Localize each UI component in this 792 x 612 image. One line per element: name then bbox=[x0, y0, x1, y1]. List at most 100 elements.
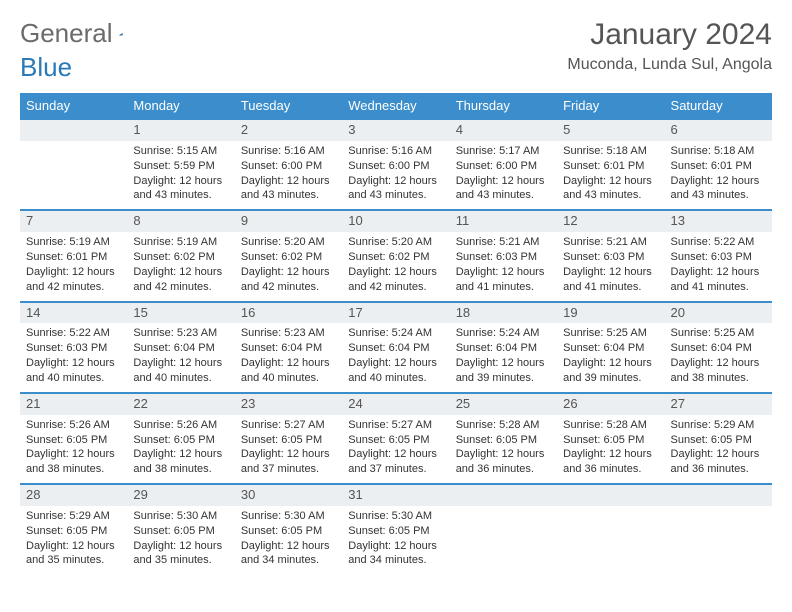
day-number bbox=[20, 120, 127, 141]
sunrise-text: Sunrise: 5:29 AM bbox=[671, 418, 766, 433]
sunrise-text: Sunrise: 5:18 AM bbox=[671, 144, 766, 159]
sunset-text: Sunset: 6:03 PM bbox=[26, 341, 121, 356]
sunrise-text: Sunrise: 5:26 AM bbox=[133, 418, 228, 433]
day-number: 23 bbox=[235, 394, 342, 415]
sunset-text: Sunset: 6:04 PM bbox=[348, 341, 443, 356]
sunset-text: Sunset: 6:00 PM bbox=[241, 159, 336, 174]
day-body: Sunrise: 5:27 AMSunset: 6:05 PMDaylight:… bbox=[342, 415, 449, 483]
calendar-day-cell: 10Sunrise: 5:20 AMSunset: 6:02 PMDayligh… bbox=[342, 210, 449, 301]
sunrise-text: Sunrise: 5:16 AM bbox=[241, 144, 336, 159]
daylight-text: Daylight: 12 hours and 36 minutes. bbox=[456, 447, 551, 477]
sunrise-text: Sunrise: 5:30 AM bbox=[133, 509, 228, 524]
sunrise-text: Sunrise: 5:19 AM bbox=[133, 235, 228, 250]
sunrise-text: Sunrise: 5:22 AM bbox=[671, 235, 766, 250]
sunset-text: Sunset: 6:05 PM bbox=[241, 433, 336, 448]
weekday-header: Friday bbox=[557, 93, 664, 119]
daylight-text: Daylight: 12 hours and 40 minutes. bbox=[241, 356, 336, 386]
sunset-text: Sunset: 6:05 PM bbox=[133, 524, 228, 539]
weekday-header: Thursday bbox=[450, 93, 557, 119]
day-number bbox=[665, 485, 772, 506]
sunrise-text: Sunrise: 5:24 AM bbox=[456, 326, 551, 341]
daylight-text: Daylight: 12 hours and 38 minutes. bbox=[671, 356, 766, 386]
calendar-day-cell: 28Sunrise: 5:29 AMSunset: 6:05 PMDayligh… bbox=[20, 484, 127, 574]
day-number: 27 bbox=[665, 394, 772, 415]
calendar-day-cell: 18Sunrise: 5:24 AMSunset: 6:04 PMDayligh… bbox=[450, 302, 557, 393]
sunrise-text: Sunrise: 5:30 AM bbox=[241, 509, 336, 524]
day-body: Sunrise: 5:22 AMSunset: 6:03 PMDaylight:… bbox=[665, 232, 772, 300]
daylight-text: Daylight: 12 hours and 41 minutes. bbox=[671, 265, 766, 295]
day-body: Sunrise: 5:23 AMSunset: 6:04 PMDaylight:… bbox=[235, 323, 342, 391]
sunrise-text: Sunrise: 5:23 AM bbox=[241, 326, 336, 341]
day-number: 6 bbox=[665, 120, 772, 141]
day-number: 3 bbox=[342, 120, 449, 141]
sunrise-text: Sunrise: 5:28 AM bbox=[563, 418, 658, 433]
daylight-text: Daylight: 12 hours and 37 minutes. bbox=[348, 447, 443, 477]
daylight-text: Daylight: 12 hours and 42 minutes. bbox=[133, 265, 228, 295]
day-body: Sunrise: 5:22 AMSunset: 6:03 PMDaylight:… bbox=[20, 323, 127, 391]
sunrise-text: Sunrise: 5:21 AM bbox=[563, 235, 658, 250]
calendar-table: Sunday Monday Tuesday Wednesday Thursday… bbox=[20, 93, 772, 574]
calendar-day-cell: 14Sunrise: 5:22 AMSunset: 6:03 PMDayligh… bbox=[20, 302, 127, 393]
day-body: Sunrise: 5:17 AMSunset: 6:00 PMDaylight:… bbox=[450, 141, 557, 209]
sunset-text: Sunset: 5:59 PM bbox=[133, 159, 228, 174]
sunset-text: Sunset: 6:02 PM bbox=[348, 250, 443, 265]
day-body: Sunrise: 5:21 AMSunset: 6:03 PMDaylight:… bbox=[450, 232, 557, 300]
logo-word-general: General bbox=[20, 18, 113, 49]
calendar-day-cell: 11Sunrise: 5:21 AMSunset: 6:03 PMDayligh… bbox=[450, 210, 557, 301]
day-body: Sunrise: 5:30 AMSunset: 6:05 PMDaylight:… bbox=[235, 506, 342, 574]
daylight-text: Daylight: 12 hours and 43 minutes. bbox=[563, 174, 658, 204]
day-body: Sunrise: 5:16 AMSunset: 6:00 PMDaylight:… bbox=[235, 141, 342, 209]
sunset-text: Sunset: 6:05 PM bbox=[456, 433, 551, 448]
calendar-day-cell: 17Sunrise: 5:24 AMSunset: 6:04 PMDayligh… bbox=[342, 302, 449, 393]
calendar-week-row: 14Sunrise: 5:22 AMSunset: 6:03 PMDayligh… bbox=[20, 302, 772, 393]
calendar-day-cell: 26Sunrise: 5:28 AMSunset: 6:05 PMDayligh… bbox=[557, 393, 664, 484]
sunrise-text: Sunrise: 5:22 AM bbox=[26, 326, 121, 341]
daylight-text: Daylight: 12 hours and 40 minutes. bbox=[348, 356, 443, 386]
calendar-day-cell: 13Sunrise: 5:22 AMSunset: 6:03 PMDayligh… bbox=[665, 210, 772, 301]
day-number: 29 bbox=[127, 485, 234, 506]
sunset-text: Sunset: 6:04 PM bbox=[671, 341, 766, 356]
daylight-text: Daylight: 12 hours and 35 minutes. bbox=[133, 539, 228, 569]
day-body: Sunrise: 5:29 AMSunset: 6:05 PMDaylight:… bbox=[20, 506, 127, 574]
daylight-text: Daylight: 12 hours and 38 minutes. bbox=[133, 447, 228, 477]
sunset-text: Sunset: 6:00 PM bbox=[456, 159, 551, 174]
calendar-day-cell: 15Sunrise: 5:23 AMSunset: 6:04 PMDayligh… bbox=[127, 302, 234, 393]
day-body: Sunrise: 5:24 AMSunset: 6:04 PMDaylight:… bbox=[342, 323, 449, 391]
sunset-text: Sunset: 6:01 PM bbox=[563, 159, 658, 174]
calendar-day-cell: 29 Sunrise: 5:30 AMSunset: 6:05 PMDayligh… bbox=[127, 484, 234, 574]
day-body: Sunrise: 5:18 AMSunset: 6:01 PMDaylight:… bbox=[665, 141, 772, 209]
sunrise-text: Sunrise: 5:25 AM bbox=[563, 326, 658, 341]
calendar-day-cell: 31Sunrise: 5:30 AMSunset: 6:05 PMDayligh… bbox=[342, 484, 449, 574]
daylight-text: Daylight: 12 hours and 40 minutes. bbox=[26, 356, 121, 386]
daylight-text: Daylight: 12 hours and 39 minutes. bbox=[456, 356, 551, 386]
calendar-day-cell: 4Sunrise: 5:17 AMSunset: 6:00 PMDaylight… bbox=[450, 119, 557, 210]
day-body: Sunrise: 5:18 AMSunset: 6:01 PMDaylight:… bbox=[557, 141, 664, 209]
daylight-text: Daylight: 12 hours and 35 minutes. bbox=[26, 539, 121, 569]
calendar-day-cell: 6Sunrise: 5:18 AMSunset: 6:01 PMDaylight… bbox=[665, 119, 772, 210]
calendar-body: 1Sunrise: 5:15 AMSunset: 5:59 PMDaylight… bbox=[20, 119, 772, 574]
weekday-header: Tuesday bbox=[235, 93, 342, 119]
day-body: Sunrise: 5:20 AMSunset: 6:02 PMDaylight:… bbox=[342, 232, 449, 300]
daylight-text: Daylight: 12 hours and 38 minutes. bbox=[26, 447, 121, 477]
day-number: 28 bbox=[20, 485, 127, 506]
calendar-day-cell: 7Sunrise: 5:19 AMSunset: 6:01 PMDaylight… bbox=[20, 210, 127, 301]
daylight-text: Daylight: 12 hours and 42 minutes. bbox=[241, 265, 336, 295]
sunrise-text: Sunrise: 5:20 AM bbox=[241, 235, 336, 250]
daylight-text: Daylight: 12 hours and 41 minutes. bbox=[456, 265, 551, 295]
day-body: Sunrise: 5:20 AMSunset: 6:02 PMDaylight:… bbox=[235, 232, 342, 300]
daylight-text: Daylight: 12 hours and 39 minutes. bbox=[563, 356, 658, 386]
sunset-text: Sunset: 6:01 PM bbox=[26, 250, 121, 265]
day-number: 26 bbox=[557, 394, 664, 415]
day-body: Sunrise: 5:26 AMSunset: 6:05 PMDaylight:… bbox=[127, 415, 234, 483]
sunrise-text: Sunrise: 5:27 AM bbox=[348, 418, 443, 433]
day-number: 12 bbox=[557, 211, 664, 232]
logo-mark-icon bbox=[119, 24, 123, 44]
day-number: 19 bbox=[557, 303, 664, 324]
sunset-text: Sunset: 6:05 PM bbox=[563, 433, 658, 448]
day-number: 9 bbox=[235, 211, 342, 232]
calendar-day-cell: 30Sunrise: 5:30 AMSunset: 6:05 PMDayligh… bbox=[235, 484, 342, 574]
day-body: Sunrise: 5:28 AMSunset: 6:05 PMDaylight:… bbox=[450, 415, 557, 483]
day-number: 11 bbox=[450, 211, 557, 232]
calendar-day-cell bbox=[20, 119, 127, 210]
calendar-day-cell: 27Sunrise: 5:29 AMSunset: 6:05 PMDayligh… bbox=[665, 393, 772, 484]
